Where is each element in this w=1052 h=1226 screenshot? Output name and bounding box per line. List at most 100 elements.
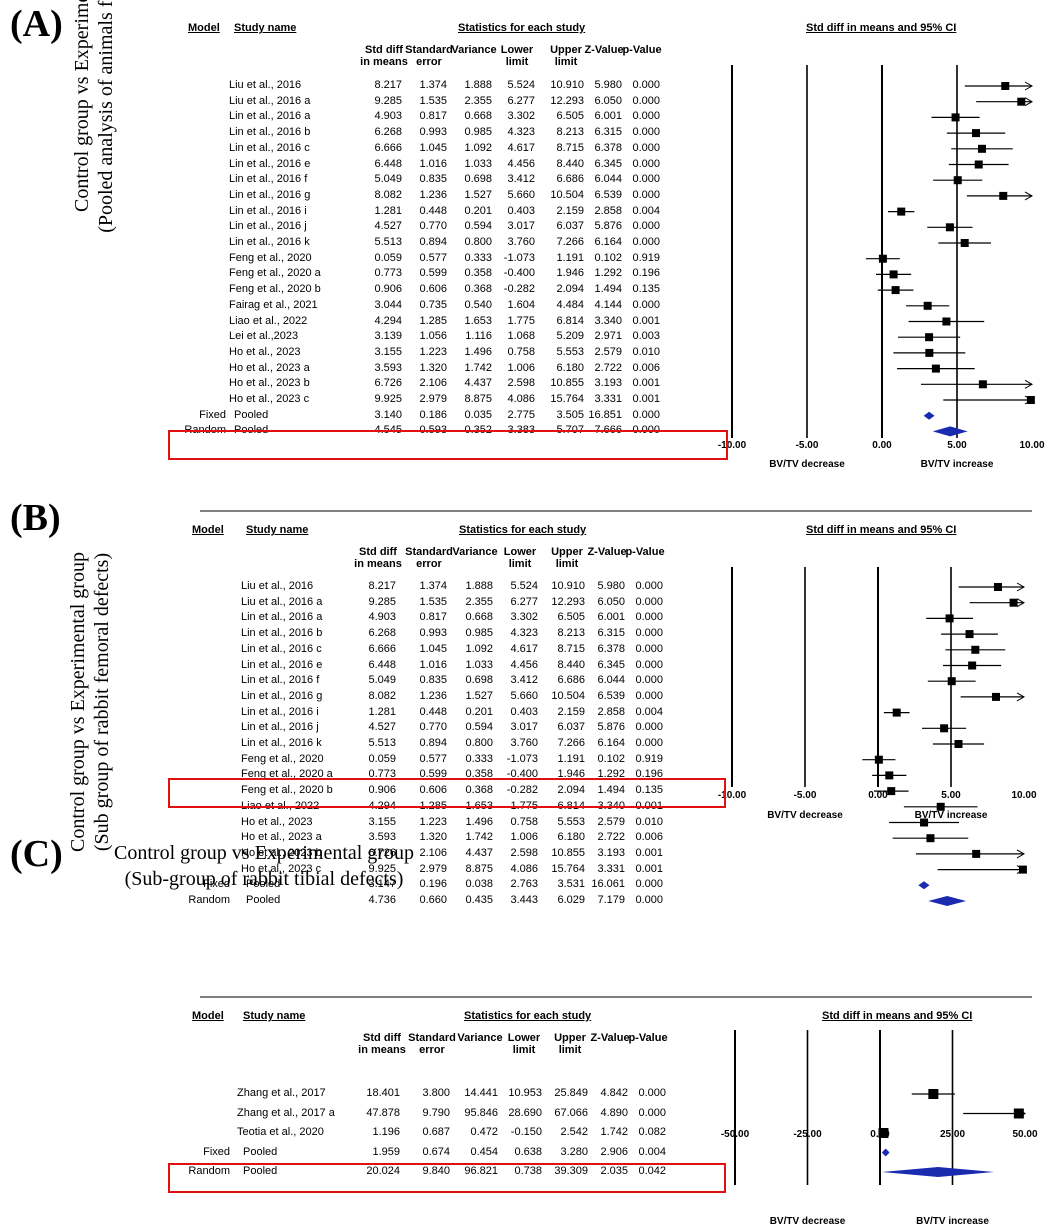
stat-cell: 1.092 <box>464 141 492 154</box>
column-header: Variance <box>457 1032 503 1044</box>
stat-cell: -1.073 <box>503 251 535 264</box>
stat-cell: 0.000 <box>632 157 660 170</box>
stat-cell: 1.292 <box>597 768 625 781</box>
effect-marker <box>951 113 960 122</box>
stat-cell: 6.180 <box>557 831 585 844</box>
study-name: Lin et al., 2016 k <box>229 236 310 248</box>
model-label: Fixed <box>199 408 226 421</box>
header-study-name: Study name <box>246 524 309 536</box>
effect-marker <box>965 630 974 639</box>
stat-cell: 0.919 <box>635 752 663 765</box>
x-tick-label: 0.00 <box>868 790 888 801</box>
pooled-diamond <box>918 881 930 890</box>
stat-cell: 0.000 <box>632 79 660 91</box>
stat-cell: 10.504 <box>551 689 585 702</box>
stat-cell: 3.412 <box>507 173 535 186</box>
stat-cell: 6.037 <box>556 220 584 233</box>
stat-cell: 6.164 <box>594 236 622 248</box>
column-header: Lower limit <box>507 1032 541 1056</box>
stat-cell: 3.017 <box>507 220 535 233</box>
stat-cell: 0.000 <box>632 188 660 201</box>
stat-cell: 3.193 <box>597 846 625 859</box>
x-tick-label: -5.00 <box>794 790 817 801</box>
stat-cell: 1.281 <box>374 204 402 217</box>
stat-cell: 0.698 <box>464 173 492 186</box>
stat-cell: 5.513 <box>374 236 402 248</box>
stat-cell: 4.903 <box>368 611 396 624</box>
stat-cell: 0.894 <box>419 737 447 749</box>
stat-cell: 1.604 <box>507 298 535 311</box>
stat-cell: 3.443 <box>510 894 538 906</box>
stat-cell: 2.858 <box>597 705 625 718</box>
stat-cell: 2.035 <box>600 1165 628 1177</box>
stat-cell: 12.293 <box>550 94 584 107</box>
stat-cell: 0.668 <box>464 110 492 123</box>
header-statistics: Statistics for each study <box>464 1010 592 1022</box>
stat-cell: 4.294 <box>368 799 396 812</box>
stat-cell: 1.068 <box>507 330 535 343</box>
stat-cell: 8.875 <box>464 393 492 405</box>
study-name: Ho et al., 2023 b <box>229 377 310 390</box>
stat-cell: 0.000 <box>635 611 663 624</box>
x-tick-label: 25.00 <box>940 1129 965 1140</box>
stat-cell: 0.577 <box>419 251 447 264</box>
column-header: Upper limit <box>554 1032 586 1056</box>
stat-cell: 1.320 <box>419 361 447 374</box>
stat-cell: 2.579 <box>594 345 622 358</box>
stat-cell: 0.201 <box>465 705 493 718</box>
stat-cell: 2.542 <box>560 1126 588 1138</box>
effect-marker <box>1009 598 1018 607</box>
ci-arrow <box>1024 81 1034 91</box>
column-header: Std diff in means <box>360 44 408 68</box>
stat-cell: 0.993 <box>419 627 447 640</box>
stat-cell: -0.400 <box>506 768 538 781</box>
stat-cell: 0.000 <box>632 220 660 233</box>
stat-cell: 7.266 <box>556 236 584 248</box>
stat-cell: 1.191 <box>557 752 585 765</box>
stat-cell: 3.193 <box>594 377 622 390</box>
x-tick-label: -5.00 <box>796 440 819 451</box>
stat-cell: 0.894 <box>419 236 447 248</box>
stat-cell: 9.285 <box>368 595 396 608</box>
stat-cell: 0.059 <box>374 251 402 264</box>
column-header: Z-Value <box>590 1032 630 1044</box>
stat-cell: 2.106 <box>419 846 447 859</box>
stat-cell: 0.403 <box>510 705 538 718</box>
stat-cell: -0.400 <box>503 267 535 280</box>
stat-cell: 5.876 <box>597 721 625 734</box>
study-name: Lin et al., 2016 a <box>229 110 311 123</box>
stat-cell: 6.814 <box>557 799 585 812</box>
header-forest-title: Std diff in means and 95% CI <box>822 1010 973 1022</box>
stat-cell: 0.001 <box>635 862 663 875</box>
effect-marker <box>1001 82 1010 90</box>
effect-marker <box>925 333 934 342</box>
study-name: Ho et al., 2023 b <box>241 846 322 859</box>
stat-cell: 0.000 <box>635 595 663 608</box>
stat-cell: 1.320 <box>419 831 447 844</box>
stat-cell: 1.535 <box>419 94 447 107</box>
stat-cell: 0.010 <box>635 815 663 828</box>
stat-cell: 6.345 <box>594 157 622 170</box>
stat-cell: 1.888 <box>464 79 492 91</box>
stat-cell: 1.494 <box>594 283 622 296</box>
x-tick-label: -10.00 <box>718 790 747 801</box>
stat-cell: 0.000 <box>638 1106 666 1119</box>
stat-cell: 8.217 <box>374 79 402 91</box>
stat-cell: 2.094 <box>557 784 585 797</box>
stat-cell: 2.722 <box>597 831 625 844</box>
stat-cell: 1.056 <box>419 330 447 343</box>
stat-cell: 0.186 <box>419 408 447 421</box>
stat-cell: 1.236 <box>419 689 447 702</box>
stat-cell: 0.358 <box>464 267 492 280</box>
stat-cell: 6.044 <box>597 674 625 687</box>
effect-marker <box>1026 396 1035 404</box>
stat-cell: 0.660 <box>419 894 447 906</box>
x-tick-label: -50.00 <box>721 1129 750 1140</box>
stat-cell: 0.773 <box>368 768 396 781</box>
comparison-label-line: Control group vs Experimental group <box>114 842 414 864</box>
effect-marker <box>920 818 929 827</box>
stat-cell: 3.155 <box>368 815 396 828</box>
stat-cell: -0.150 <box>510 1126 542 1138</box>
stat-cell: 6.164 <box>597 737 625 749</box>
